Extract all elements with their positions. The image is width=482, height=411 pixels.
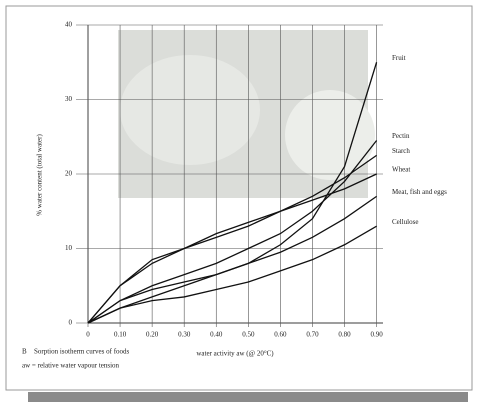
series-label: Wheat [392, 166, 410, 174]
shadow-bar [28, 392, 468, 402]
y-axis-label: % water content (total water) [36, 134, 44, 216]
series-line [87, 173, 377, 324]
y-tick-label: 10 [65, 244, 73, 252]
x-tick-label: 0.90 [370, 331, 383, 339]
series-label: Meat, fish and eggs [392, 188, 447, 196]
chart-title: Sorption isotherm curves of foods [34, 348, 130, 356]
y-tick-label: 0 [69, 319, 73, 327]
series-line [87, 195, 377, 324]
x-axis-label: water activity aw (@ 20°C) [196, 350, 274, 358]
x-tick-label: 0.80 [338, 331, 351, 339]
series-label: Fruit [392, 54, 406, 62]
series-label: Pectin [392, 132, 410, 140]
subtitle: aw = relative water vapour tension [22, 362, 120, 370]
y-tick-label: 30 [65, 95, 73, 103]
x-tick-label: 0.60 [274, 331, 287, 339]
x-tick-label: 0 [86, 331, 90, 339]
x-tick-label: 0.40 [210, 331, 223, 339]
x-tick-label: 0.30 [178, 331, 191, 339]
series-line [87, 140, 378, 324]
series-line [87, 154, 377, 324]
figure-label: B [22, 348, 27, 356]
photo-bowl [120, 55, 260, 165]
photo-bowl [285, 90, 375, 180]
x-tick-label: 0.10 [114, 331, 127, 339]
x-tick-label: 0.20 [146, 331, 159, 339]
x-tick-label: 0.70 [306, 331, 319, 339]
y-tick-label: 40 [65, 21, 73, 29]
series-label: Cellulose [392, 218, 418, 226]
series-label: Starch [392, 147, 410, 155]
y-tick-label: 20 [65, 170, 73, 178]
x-tick-label: 0.50 [242, 331, 255, 339]
series-line [87, 225, 377, 324]
